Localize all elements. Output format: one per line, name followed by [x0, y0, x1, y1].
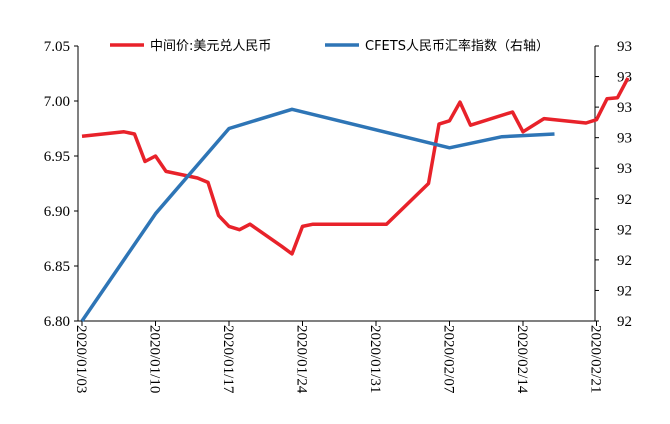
x-tick-label: 2020/02/21	[588, 325, 604, 393]
y-left-tick-label: 7.05	[44, 39, 70, 55]
y-left-tick-label: 6.80	[44, 314, 70, 330]
y-right-tick-label: 92	[617, 192, 632, 208]
axes: 6.80 6.85 6.90 6.95 7.00 7.05 92 92 92 92 92 93 93 93…	[44, 39, 632, 394]
y-right-tick-label: 93	[617, 131, 632, 147]
y-right-tick-label: 92	[617, 283, 632, 299]
legend-label: CFETS人民币汇率指数（右轴）	[365, 38, 549, 54]
y-right-tick-label: 93	[617, 70, 632, 86]
series-layer	[80, 77, 630, 322]
y-right-tick-label: 92	[617, 314, 632, 330]
usd-cny-central-parity-line	[81, 77, 630, 256]
legend-label: 中间价:美元兑人民币	[150, 39, 271, 54]
x-tick-label: 2020/01/24	[294, 325, 310, 394]
x-tick-label: 2020/01/03	[73, 325, 89, 393]
x-tick-label: 2020/01/10	[147, 325, 163, 393]
y-left-tick-label: 6.85	[44, 259, 70, 275]
y-right-tick-label: 93	[617, 161, 632, 177]
y-left-tick-label: 6.95	[44, 149, 70, 165]
x-tick-label: 2020/01/31	[367, 325, 383, 393]
y-left-tick-label: 7.00	[44, 94, 70, 110]
legend: 中间价:美元兑人民币 CFETS人民币汇率指数（右轴）	[110, 38, 549, 54]
x-tick-label: 2020/01/17	[220, 325, 236, 394]
y-right-tick-label: 93	[617, 39, 632, 55]
y-right-tick-label: 93	[617, 100, 632, 116]
y-right-tick-label: 92	[617, 222, 632, 238]
y-left-tick-label: 6.90	[44, 204, 70, 220]
x-tick-label: 2020/02/07	[441, 325, 457, 394]
x-tick-label: 2020/02/14	[514, 325, 530, 394]
y-right-tick-label: 92	[617, 253, 632, 269]
cfets-index-line	[80, 107, 555, 322]
